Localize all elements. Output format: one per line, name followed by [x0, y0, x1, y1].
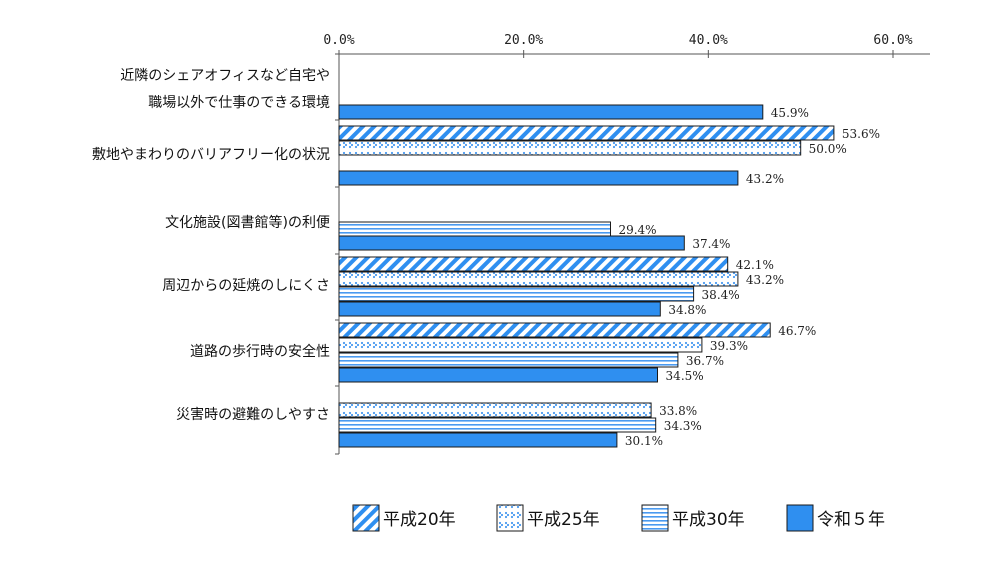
category-label: 周辺からの延焼のしにくさ — [162, 278, 330, 294]
category-label: 文化施設(図書館等)の利便 — [165, 214, 330, 231]
legend-label: 平成30年 — [672, 510, 745, 530]
legend-label: 令和５年 — [817, 510, 885, 530]
data-label: 43.2% — [746, 273, 784, 287]
bar — [338, 125, 835, 141]
data-label: 38.4% — [702, 288, 740, 302]
data-label: 34.3% — [664, 419, 702, 433]
data-label: 43.2% — [746, 172, 784, 186]
bar — [338, 286, 695, 302]
category-label: 道路の歩行時の安全性 — [190, 343, 330, 360]
bar — [338, 221, 611, 237]
legend-swatch — [352, 504, 380, 532]
data-label: 37.4% — [692, 237, 730, 251]
legend-swatch — [641, 504, 669, 532]
legend-swatch — [496, 504, 524, 532]
data-label: 39.3% — [710, 339, 748, 353]
bar — [338, 256, 729, 272]
data-label: 34.8% — [668, 303, 706, 317]
labels-layer: 近隣のシェアオフィスなど自宅や職場以外で仕事のできる環境敷地やまわりのバリアフリ… — [92, 68, 880, 448]
bar — [338, 301, 661, 317]
bar — [338, 170, 739, 186]
bar — [338, 432, 618, 448]
bar — [338, 235, 685, 251]
data-label: 53.6% — [842, 127, 880, 141]
data-label: 45.9% — [771, 106, 809, 120]
bar — [338, 367, 658, 383]
x-tick-label: 20.0% — [504, 33, 543, 48]
data-label: 34.5% — [666, 369, 704, 383]
bars-layer — [338, 104, 835, 448]
category-label: 災害時の避難のしやすさ — [176, 407, 330, 423]
bar — [338, 337, 703, 353]
data-label: 36.7% — [686, 354, 724, 368]
x-tick-label: 60.0% — [873, 33, 912, 48]
category-label: 敷地やまわりのバリアフリー化の状況 — [92, 147, 330, 163]
bar — [338, 271, 739, 287]
legend-label: 平成20年 — [383, 510, 456, 530]
legend-label: 平成25年 — [527, 510, 600, 530]
data-label: 29.4% — [618, 223, 656, 237]
x-tick-label: 40.0% — [689, 33, 728, 48]
data-label: 30.1% — [625, 434, 663, 448]
category-label: 職場以外で仕事のできる環境 — [148, 95, 330, 111]
x-tick-label: 0.0% — [323, 33, 354, 48]
data-label: 42.1% — [736, 258, 774, 272]
legend-swatch — [786, 504, 814, 532]
bar — [338, 402, 652, 418]
data-label: 46.7% — [778, 324, 816, 338]
bar — [338, 104, 764, 120]
bar — [338, 140, 802, 156]
bar — [338, 322, 771, 338]
legend: 平成20年 平成25年 平成30年 令和５年 — [352, 504, 885, 532]
axis-layer: 0.0% 20.0% 40.0% 60.0% — [323, 33, 930, 455]
bar — [338, 352, 679, 368]
bar — [338, 417, 657, 433]
data-label: 50.0% — [809, 142, 847, 156]
data-label: 33.8% — [659, 404, 697, 418]
category-label: 近隣のシェアオフィスなど自宅や — [120, 68, 330, 84]
